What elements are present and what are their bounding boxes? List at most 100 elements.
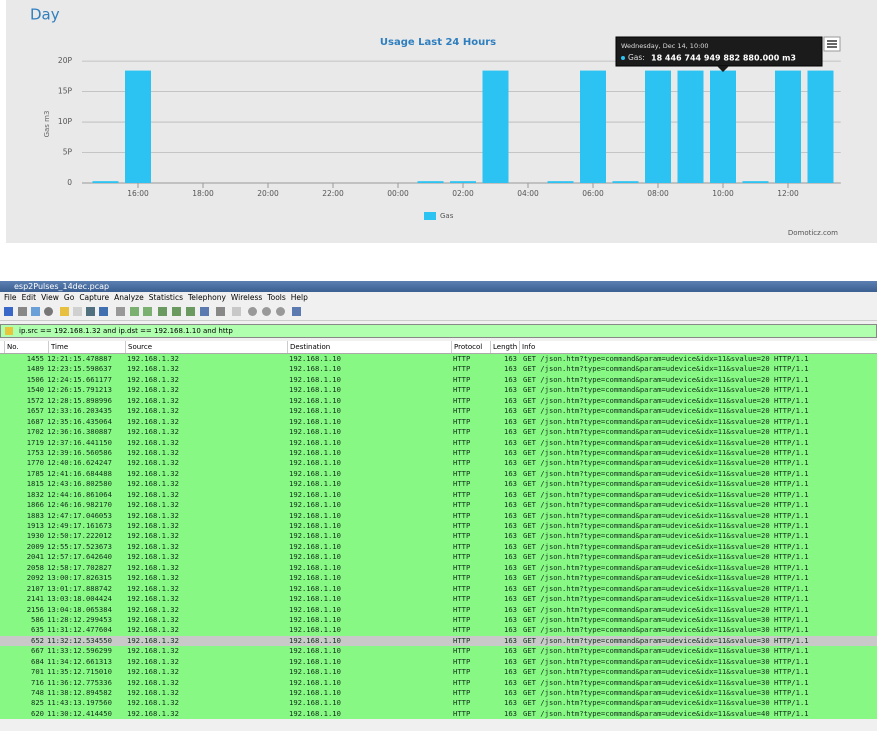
packet-cell: 163: [504, 552, 517, 562]
packet-cell: HTTP: [453, 427, 471, 437]
packet-cell: 192.168.1.10: [289, 552, 341, 562]
packet-cell: 11:43:13.197560: [47, 698, 112, 708]
tool-icon[interactable]: [116, 307, 125, 316]
packet-cell: 192.168.1.32: [127, 385, 179, 395]
packet-cell: 192.168.1.10: [289, 688, 341, 697]
packet-cell: 2041: [26, 552, 44, 562]
tool-icon[interactable]: [44, 307, 53, 316]
packet-cell: 11:35:12.715010: [47, 667, 112, 677]
packet-cell: 163: [504, 604, 517, 614]
packet-cell: 2058: [26, 562, 44, 572]
menu-item[interactable]: Capture: [79, 293, 110, 302]
packet-cell: GET /json.htm?type=command&param=udevice…: [523, 385, 809, 395]
packet-row: 2156 13:04:18.065384 192.168.1.32 192.168.1…: [0, 604, 877, 615]
packet-cell: GET /json.htm?type=command&param=udevice…: [523, 677, 809, 687]
packet-cell: GET /json.htm?type=command&param=udevice…: [523, 573, 809, 583]
packet-cell: GET /json.htm?type=command&param=udevice…: [523, 552, 809, 562]
menu-item[interactable]: Help: [290, 293, 308, 302]
packet-cell: HTTP: [453, 489, 471, 499]
packet-cell: 163: [504, 447, 517, 457]
tool-icon[interactable]: [143, 307, 152, 316]
tool-icon[interactable]: [232, 307, 241, 316]
menu-item[interactable]: View: [41, 293, 59, 302]
menu-item[interactable]: Edit: [21, 293, 37, 302]
packet-cell: HTTP: [453, 594, 471, 604]
packet-cell: 12:26:15.791213: [47, 385, 112, 395]
menu-item[interactable]: Analyze: [114, 293, 144, 302]
tool-icon[interactable]: [216, 307, 225, 316]
packet-cell: 163: [504, 458, 517, 468]
display-filter[interactable]: ip.src == 192.168.1.32 and ip.dst == 192…: [0, 324, 877, 338]
x-tick-label: 16:00: [127, 189, 149, 198]
packet-cell: 163: [504, 521, 517, 530]
packet-cell: GET /json.htm?type=command&param=udevice…: [523, 656, 809, 666]
packet-cell: 192.168.1.32: [127, 677, 179, 687]
tool-icon[interactable]: [172, 307, 181, 316]
bar: [807, 70, 834, 183]
packet-row: 1930 12:50:17.222012 192.168.1.32 192.168.1…: [0, 531, 877, 542]
window-title: esp2Pulses_14dec.pcap: [0, 281, 877, 292]
bar: [612, 181, 639, 183]
column-title: Protocol: [451, 341, 482, 353]
packet-cell: 192.168.1.32: [127, 583, 179, 593]
packet-cell: 192.168.1.32: [127, 437, 179, 447]
packet-cell: 1930: [26, 531, 44, 541]
packet-cell: 163: [504, 385, 517, 395]
packet-cell: 620: [31, 708, 44, 718]
tool-icon[interactable]: [292, 307, 301, 316]
tool-icon[interactable]: [18, 307, 27, 316]
menu-item[interactable]: Wireless: [230, 293, 263, 302]
packet-cell: GET /json.htm?type=command&param=udevice…: [523, 427, 809, 437]
packet-cell: 192.168.1.32: [127, 646, 179, 656]
tool-icon[interactable]: [130, 307, 139, 316]
menu-item[interactable]: Statistics: [148, 293, 183, 302]
packet-cell: HTTP: [453, 521, 471, 530]
menu-item[interactable]: Tools: [267, 293, 286, 302]
packet-row: 1687 12:35:16.435064 192.168.1.32 192.168.1…: [0, 416, 877, 428]
tool-icon[interactable]: [31, 307, 40, 316]
menu-item[interactable]: Telephony: [188, 293, 226, 302]
packet-cell: HTTP: [453, 385, 471, 395]
tool-icon[interactable]: [60, 307, 69, 316]
tool-icon[interactable]: [86, 307, 95, 316]
chart-title: Usage Last 24 Hours: [380, 37, 496, 48]
packet-cell: 12:43:16.802580: [47, 479, 112, 489]
packet-cell: 684: [31, 656, 44, 666]
tool-icon[interactable]: [158, 307, 167, 316]
packet-cell: HTTP: [453, 708, 471, 718]
packet-cell: 192.168.1.10: [289, 354, 341, 363]
tool-icon[interactable]: [4, 307, 13, 316]
packet-cell: HTTP: [453, 468, 471, 478]
packet-cell: 1572: [26, 395, 44, 405]
menu-icon[interactable]: [827, 40, 837, 48]
packet-cell: 12:40:16.624247: [47, 458, 112, 468]
tool-icon[interactable]: [186, 307, 195, 316]
column-title: Source: [125, 341, 152, 353]
packet-cell: 13:03:18.004424: [47, 594, 112, 604]
tooltip-dot: [621, 56, 625, 60]
packet-row: 620 11:30:12.414450 192.168.1.32 192.168.1.…: [0, 708, 877, 720]
menu-item[interactable]: File: [4, 293, 17, 302]
tool-icon[interactable]: [73, 307, 82, 316]
packet-cell: 192.168.1.10: [289, 447, 341, 457]
tool-icon[interactable]: [99, 307, 108, 316]
column-title: Info: [519, 341, 535, 353]
packet-row: 2107 13:01:17.888742 192.168.1.32 192.168.1…: [0, 583, 877, 595]
tool-icon[interactable]: [276, 307, 285, 316]
packet-cell: HTTP: [453, 354, 471, 363]
menu-item[interactable]: Go: [63, 293, 75, 302]
packet-cell: HTTP: [453, 406, 471, 416]
packet-cell: 1702: [26, 427, 44, 437]
chart-panel: Day Usage Last 24 Hours Gas m3 Domoticz.…: [6, 0, 877, 243]
packet-cell: GET /json.htm?type=command&param=udevice…: [523, 468, 809, 478]
packet-cell: 192.168.1.10: [289, 604, 341, 614]
tool-icon[interactable]: [262, 307, 271, 316]
tool-icon[interactable]: [200, 307, 209, 316]
tool-icon[interactable]: [248, 307, 257, 316]
packet-row: 1506 12:24:15.661177 192.168.1.32 192.168.1…: [0, 374, 877, 386]
packet-cell: GET /json.htm?type=command&param=udevice…: [523, 500, 809, 510]
bar: [742, 181, 769, 183]
menu-button[interactable]: [823, 36, 841, 52]
packet-cell: 192.168.1.10: [289, 395, 341, 405]
packet-cell: 192.168.1.10: [289, 437, 341, 447]
